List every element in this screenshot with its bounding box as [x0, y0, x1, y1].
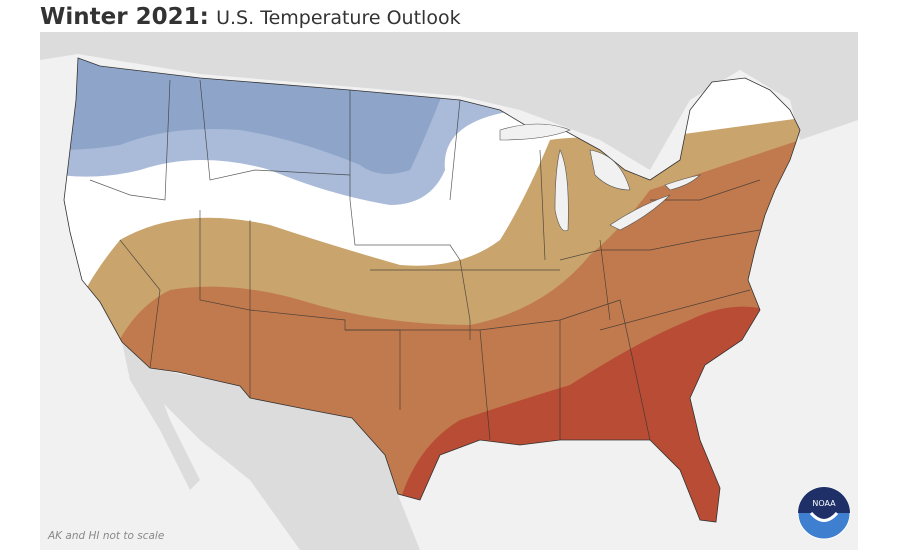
us-outline [63, 57, 801, 523]
title-subtitle: U.S. Temperature Outlook [216, 7, 461, 29]
baja-land [122, 342, 200, 490]
map-title: Winter 2021: U.S. Temperature Outlook [40, 4, 461, 30]
temperature-outlook-map [40, 32, 858, 550]
great-lakes [499, 123, 701, 232]
svg-text:NOAA: NOAA [812, 499, 836, 508]
state-borders [89, 79, 761, 441]
scale-note: AK and HI not to scale [48, 530, 165, 542]
mexico-land [150, 368, 420, 550]
title-bold: Winter 2021: [40, 4, 209, 30]
noaa-logo: NOAA [797, 486, 851, 540]
canada-land [40, 32, 858, 170]
